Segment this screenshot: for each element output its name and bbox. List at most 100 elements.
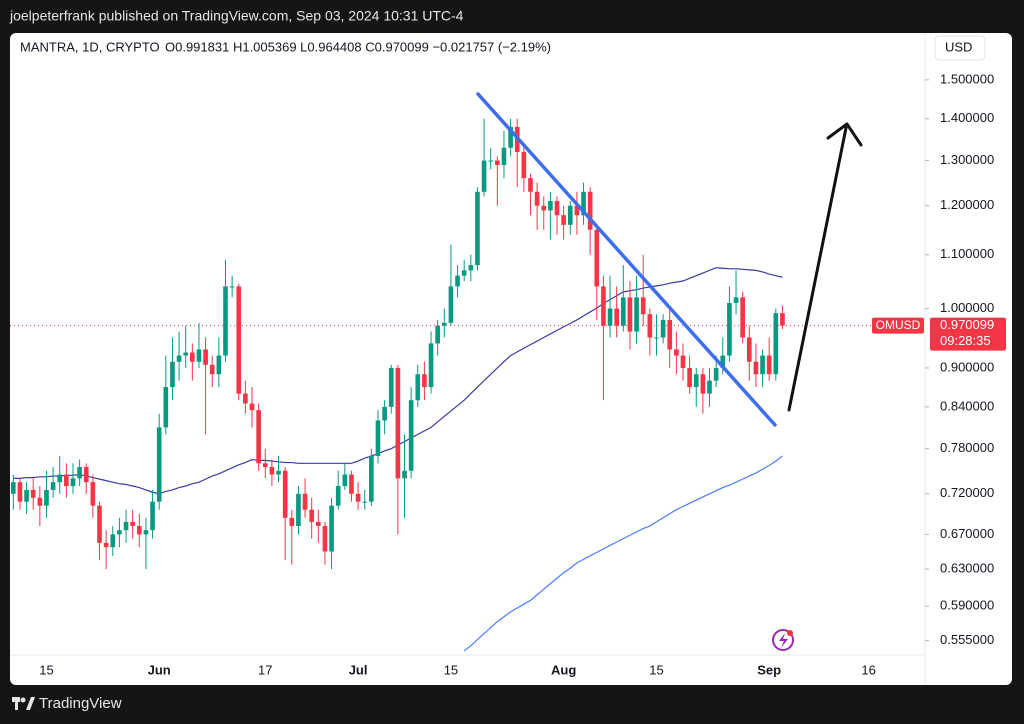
candle-body	[521, 151, 527, 179]
y-tick-label: 0.780000	[940, 440, 994, 455]
candle-body	[753, 361, 759, 375]
candle-body	[90, 482, 96, 506]
event-dot	[787, 630, 793, 636]
candle-body	[77, 467, 82, 479]
candle-body	[495, 160, 500, 165]
ticker-tag: OMUSD	[876, 318, 921, 332]
candle-body	[780, 313, 785, 326]
candle-body	[203, 349, 208, 365]
candle-body	[236, 286, 242, 394]
candle-body	[296, 493, 301, 527]
candle-body	[17, 482, 23, 502]
candle-body	[760, 355, 765, 375]
y-tick-label: 1.500000	[940, 71, 994, 86]
candle-body	[229, 286, 235, 288]
candle-body	[727, 302, 732, 356]
x-tick-label: 15	[39, 662, 53, 677]
chart-panel	[10, 33, 1012, 685]
candle-body	[362, 501, 368, 503]
y-tick-label: 0.630000	[940, 561, 994, 576]
candle-body	[156, 427, 162, 502]
brand: TradingView	[39, 695, 122, 712]
candle-body	[196, 349, 202, 362]
candle-body	[302, 493, 308, 510]
arrow-shaft	[787, 126, 848, 412]
candle-body	[183, 352, 189, 356]
candle-body	[57, 474, 63, 483]
candle-body	[654, 337, 659, 339]
candle-body	[713, 367, 719, 381]
y-tick-label: 1.100000	[940, 246, 994, 261]
candle-body	[83, 467, 89, 483]
candle-body	[567, 205, 573, 225]
candle-body	[541, 205, 547, 211]
candle-body	[190, 352, 195, 362]
candle-body	[448, 286, 454, 323]
candle-body	[150, 501, 155, 531]
candle-body	[170, 361, 175, 388]
candle-body	[773, 313, 779, 375]
candle-body	[687, 367, 692, 388]
candle-body	[282, 470, 288, 518]
candle-body	[256, 410, 261, 464]
candle-body	[269, 467, 275, 475]
candle-body	[209, 364, 215, 375]
candle-body	[103, 542, 109, 548]
candle-body	[614, 308, 620, 326]
candle-body	[97, 505, 102, 543]
candle-body	[10, 482, 16, 494]
currency[interactable]: USD	[945, 39, 972, 54]
candle-body	[740, 297, 745, 338]
candle-body	[375, 420, 381, 456]
candle-body	[528, 178, 533, 192]
ohlc-info: O0.991831 H1.005369 L0.964408 C0.970099 …	[165, 39, 551, 54]
y-tick-label: 0.840000	[940, 398, 994, 413]
candle-body	[395, 367, 401, 479]
candle-body	[382, 406, 387, 421]
candle-body	[249, 403, 255, 411]
candle-body	[289, 517, 295, 527]
candle-body	[674, 349, 679, 356]
candle-body	[223, 286, 228, 356]
candle-body	[130, 521, 135, 527]
currency-button[interactable]	[934, 35, 986, 61]
candle-body	[680, 355, 686, 368]
countdown: 09:28:35	[940, 333, 991, 348]
candle-body	[607, 308, 613, 326]
candle-body	[428, 343, 434, 388]
candle-body	[475, 191, 480, 266]
candle-body	[766, 355, 772, 375]
logo-mark	[20, 697, 26, 703]
x-tick-label: 16	[861, 662, 875, 677]
candle-body	[581, 191, 586, 216]
price-tag: 0.970099	[940, 317, 994, 332]
candle-body	[627, 297, 633, 332]
candle-body	[243, 393, 248, 404]
candle-body	[117, 530, 122, 535]
x-tick-label: Sep	[757, 662, 781, 677]
logo	[12, 697, 35, 710]
x-tick-label: Jun	[148, 662, 171, 677]
arrow-head	[826, 122, 863, 147]
candle-body	[700, 374, 706, 394]
candle-body	[534, 191, 540, 206]
candle-body	[44, 489, 49, 506]
candle-body	[435, 325, 440, 344]
x-tick-label: Aug	[551, 662, 576, 677]
candle-body	[402, 470, 407, 479]
candle-body	[315, 521, 321, 527]
candle-body	[620, 297, 626, 326]
y-tick-label: 0.555000	[940, 632, 994, 647]
candle-body	[501, 147, 507, 165]
candle-body	[123, 521, 129, 531]
candle-body	[587, 191, 593, 230]
candle-body	[441, 322, 447, 326]
candle-body	[355, 493, 361, 502]
event-icon[interactable]	[772, 629, 794, 651]
candle-body	[693, 374, 699, 388]
y-tick-label: 0.900000	[940, 359, 994, 374]
publish-note: joelpeterfrank published on TradingView.…	[9, 8, 464, 24]
candle-body	[461, 270, 467, 276]
